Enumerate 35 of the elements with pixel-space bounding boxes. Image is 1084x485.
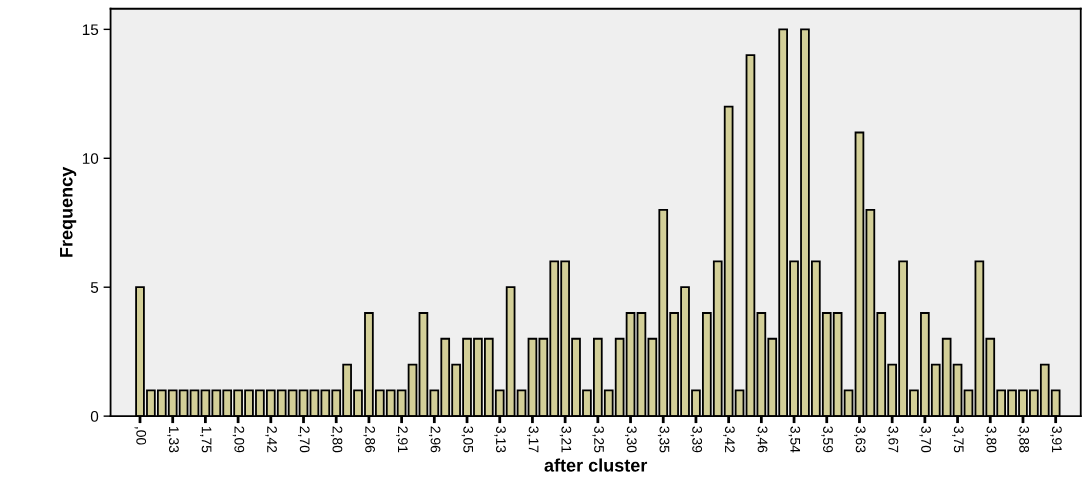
x-axis-title: after cluster	[544, 458, 648, 472]
x-tick-label: 3,17	[527, 426, 539, 453]
x-tick-label: 3,91	[1050, 426, 1062, 453]
x-tick-label: 3,35	[657, 426, 670, 453]
x-tick-label: 3,63	[854, 426, 866, 453]
x-tick-label: 3,21	[559, 426, 572, 453]
x-tick-label: 3,25	[592, 426, 604, 453]
x-tick-label: 1,33	[167, 426, 179, 453]
y-tick-label: 5	[90, 282, 99, 293]
x-tick-label: 2,86	[363, 426, 376, 453]
x-tick-label: 3,70	[919, 426, 931, 453]
x-tick-label: 3,42	[723, 426, 735, 453]
x-tick-label: 1,75	[200, 426, 212, 453]
x-tick-label: 3,75	[952, 426, 964, 453]
x-tick-label: 2,96	[428, 426, 441, 453]
x-tick-label: 3,59	[821, 426, 833, 453]
y-tick-label: 10	[82, 153, 99, 164]
x-tick-label: 3,67	[886, 426, 899, 453]
x-tick-label: 2,91	[396, 426, 408, 453]
x-tick-label: 2,42	[265, 426, 277, 453]
x-tick-label: 3,39	[690, 426, 703, 453]
x-tick-label: 3,80	[984, 426, 997, 453]
x-tick-label: 2,09	[232, 426, 245, 453]
x-tick-label: 3,46	[755, 426, 768, 453]
y-tick-label: 15	[82, 24, 99, 36]
y-axis-title: Frequency	[60, 166, 77, 257]
y-tick-label: 0	[90, 411, 99, 422]
x-tick-label: 3,88	[1017, 426, 1030, 453]
x-tick-label: 3,13	[494, 426, 506, 453]
x-tick-label: 2,70	[298, 426, 310, 453]
x-tick-label: 2,80	[330, 426, 343, 453]
x-tick-label: 3,30	[625, 426, 637, 453]
x-tick-label: 3,05	[461, 426, 474, 453]
x-tick-label: 3,54	[788, 426, 801, 453]
x-tick-label: ,00	[134, 427, 147, 445]
